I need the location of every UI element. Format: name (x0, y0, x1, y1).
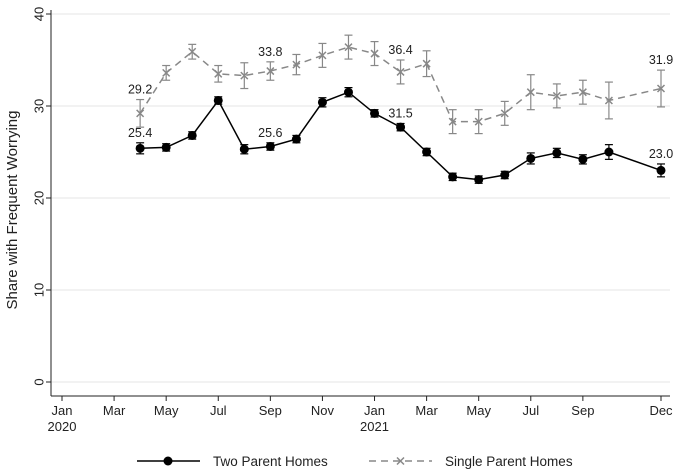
data-point (292, 60, 301, 69)
series-line (139, 46, 662, 123)
series-single-parent (136, 34, 666, 135)
x-tick-label: Mar (415, 403, 438, 418)
y-tick-label: 20 (31, 191, 46, 205)
data-labels: 25.4 25.6 31.5 23.0 29.2 33.8 36.4 31.9 (128, 43, 673, 161)
data-point (526, 153, 536, 163)
data-point (604, 96, 613, 105)
x-tick-label: Jan (52, 403, 73, 418)
data-point (656, 84, 666, 93)
axes: Share with Frequent Worrying (4, 10, 670, 397)
x-tick-label: Dec (649, 403, 673, 418)
data-point (291, 134, 301, 144)
x-tick-label: Nov (311, 403, 335, 418)
data-point (370, 49, 379, 58)
series-line (140, 91, 662, 181)
data-point (500, 109, 509, 118)
x-tick-year-label: 2020 (48, 419, 77, 434)
x-tick-label: Jul (522, 403, 539, 418)
x-tick-label: Mar (103, 403, 126, 418)
x-tick-label: Jan (364, 403, 385, 418)
data-point (396, 67, 405, 76)
data-point (135, 143, 145, 153)
legend-item-two-parent: Two Parent Homes (137, 454, 328, 469)
series (135, 34, 666, 185)
data-point (265, 141, 275, 151)
data-point (396, 122, 406, 132)
data-point (578, 154, 588, 164)
data-point (370, 108, 380, 118)
data-point (188, 47, 197, 56)
y-axis-title: Share with Frequent Worrying (4, 111, 21, 310)
series-two-parent (135, 86, 666, 185)
legend-label: Single Parent Homes (445, 454, 573, 469)
data-point (656, 165, 666, 175)
data-point (317, 97, 327, 107)
data-point (552, 148, 562, 158)
data-point (162, 68, 171, 77)
data-label: 23.0 (649, 147, 673, 161)
x-tick-label: May (466, 403, 491, 418)
data-point (448, 172, 458, 182)
data-label: 36.4 (388, 43, 412, 57)
x-tick-label: Jul (210, 403, 227, 418)
data-point (604, 147, 614, 157)
data-point (136, 109, 145, 118)
x-tick-label: Sep (259, 403, 282, 418)
data-point (422, 147, 432, 157)
data-point (187, 130, 197, 140)
y-tick-label: 30 (31, 99, 46, 113)
y-tick-label: 0 (31, 378, 46, 385)
legend-marker (163, 456, 173, 466)
legend: Two Parent Homes Single Parent Homes (137, 454, 573, 469)
data-point (526, 88, 535, 97)
data-point (240, 71, 249, 80)
data-label: 31.5 (388, 106, 412, 120)
data-point (266, 67, 275, 76)
legend-marker (396, 456, 405, 466)
gridlines (51, 13, 670, 383)
data-label: 33.8 (258, 45, 282, 59)
data-point (422, 59, 431, 68)
data-point (578, 88, 587, 97)
data-label: 25.6 (258, 126, 282, 140)
x-tick-label: Sep (571, 403, 594, 418)
data-point (239, 144, 249, 154)
x-tick-label: May (154, 403, 179, 418)
data-label: 29.2 (128, 83, 152, 97)
data-point (318, 51, 327, 60)
data-point (214, 69, 223, 78)
data-point (343, 87, 353, 97)
data-label: 31.9 (649, 53, 673, 67)
data-point (474, 117, 483, 126)
data-label: 25.4 (128, 126, 152, 140)
y-tick-label: 10 (31, 283, 46, 297)
data-point (552, 91, 561, 100)
data-point (161, 142, 171, 152)
data-point (500, 170, 510, 180)
data-point (344, 43, 353, 52)
legend-label: Two Parent Homes (213, 454, 328, 469)
data-point (474, 175, 484, 185)
y-tick-label: 40 (31, 7, 46, 21)
data-point (213, 95, 223, 105)
data-point (448, 117, 457, 126)
legend-item-single-parent: Single Parent Homes (369, 454, 573, 469)
x-tick-year-label: 2021 (360, 419, 389, 434)
